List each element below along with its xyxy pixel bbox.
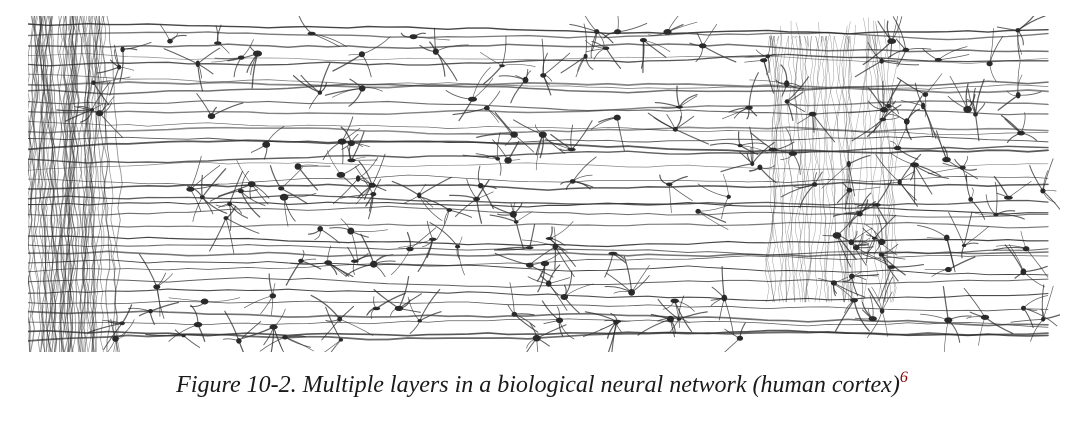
caption-text: Multiple layers in a biological neural n… bbox=[296, 372, 900, 398]
cortex-neuron-illustration bbox=[28, 16, 1060, 352]
footnote-link[interactable]: 6 bbox=[899, 369, 908, 386]
figure-caption: Figure 10-2. Multiple layers in a biolog… bbox=[0, 369, 1084, 399]
caption-prefix: Figure 10-2. bbox=[176, 372, 297, 398]
neuron-drawing bbox=[28, 16, 1060, 352]
